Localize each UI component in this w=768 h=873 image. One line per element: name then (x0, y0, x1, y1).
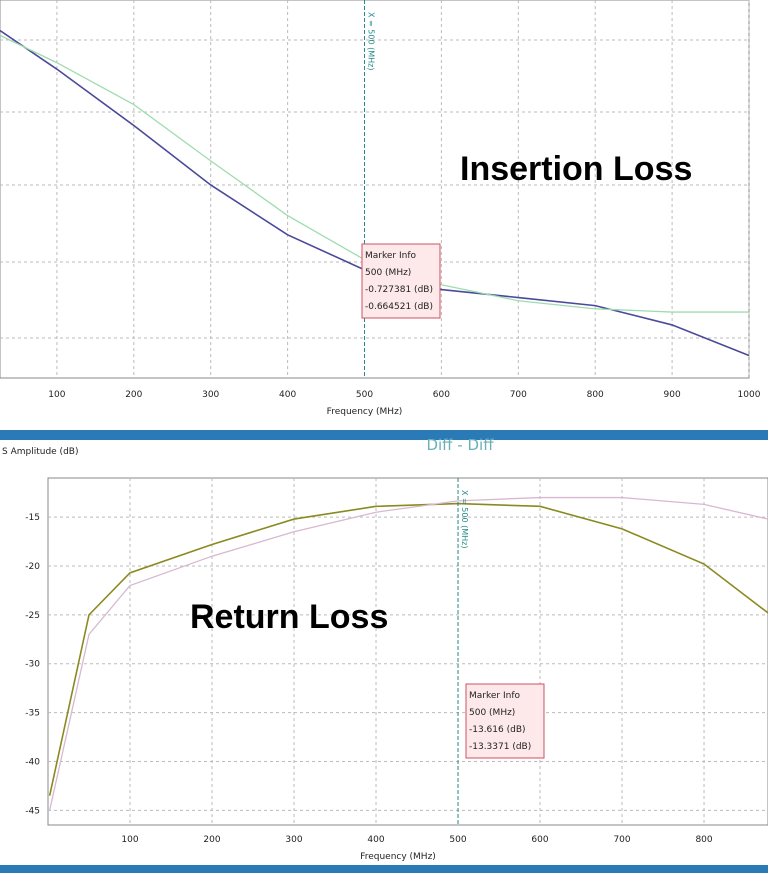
x-tick-label: 200 (125, 390, 142, 400)
x-tick-label: 100 (121, 835, 138, 845)
y-axis-label: S Amplitude (dB) (2, 447, 78, 457)
x-tick-label: 600 (531, 835, 548, 845)
x-tick-label: 700 (510, 390, 527, 400)
marker-label: X = 500 (MHz) (367, 12, 376, 70)
x-tick-label: 100 (48, 390, 65, 400)
marker-info-text: Marker Info (365, 251, 416, 261)
x-tick-label: 500 (356, 390, 373, 400)
chart-title: Diff - Diff (426, 436, 494, 454)
y-tick-label: -40 (25, 757, 40, 767)
marker-info-text: -0.727381 (dB) (365, 285, 433, 295)
x-tick-label: 700 (613, 835, 630, 845)
y-tick-label: -20 (25, 562, 40, 572)
marker-info-text: -13.3371 (dB) (469, 742, 531, 752)
x-tick-label: 900 (664, 390, 681, 400)
marker-info-text: 500 (MHz) (469, 708, 515, 718)
marker-info-text: Marker Info (469, 691, 520, 701)
x-tick-label: 800 (695, 835, 712, 845)
x-tick-label: 500 (449, 835, 466, 845)
marker-info-text: -0.664521 (dB) (365, 302, 433, 312)
marker-info-text: 500 (MHz) (365, 268, 411, 278)
x-tick-label: 300 (202, 390, 219, 400)
separator (0, 865, 768, 873)
y-tick-label: -30 (25, 660, 40, 670)
x-axis-label: Frequency (MHz) (360, 852, 436, 862)
series-line (49, 496, 768, 811)
annotation: Return Loss (190, 598, 388, 636)
annotation: Insertion Loss (460, 150, 692, 188)
y-tick-label: -45 (25, 806, 40, 816)
x-tick-label: 300 (285, 835, 302, 845)
x-tick-label: 400 (367, 835, 384, 845)
y-tick-label: -35 (25, 709, 40, 719)
series-line (48, 502, 768, 796)
y-tick-label: -15 (25, 513, 40, 523)
marker-info-box (361, 243, 441, 319)
marker-info-text: -13.616 (dB) (469, 725, 526, 735)
x-tick-label: 400 (279, 390, 296, 400)
y-tick-label: -25 (25, 611, 40, 621)
marker-info-box (465, 683, 545, 759)
x-tick-label: 800 (587, 390, 604, 400)
x-tick-label: 200 (203, 835, 220, 845)
plot-frame (47, 477, 768, 826)
separator (0, 430, 768, 440)
x-axis-label: Frequency (MHz) (327, 407, 403, 417)
x-tick-label: 1000 (738, 390, 761, 400)
marker-label: X = 500 (MHz) (460, 490, 469, 548)
x-tick-label: 600 (433, 390, 450, 400)
